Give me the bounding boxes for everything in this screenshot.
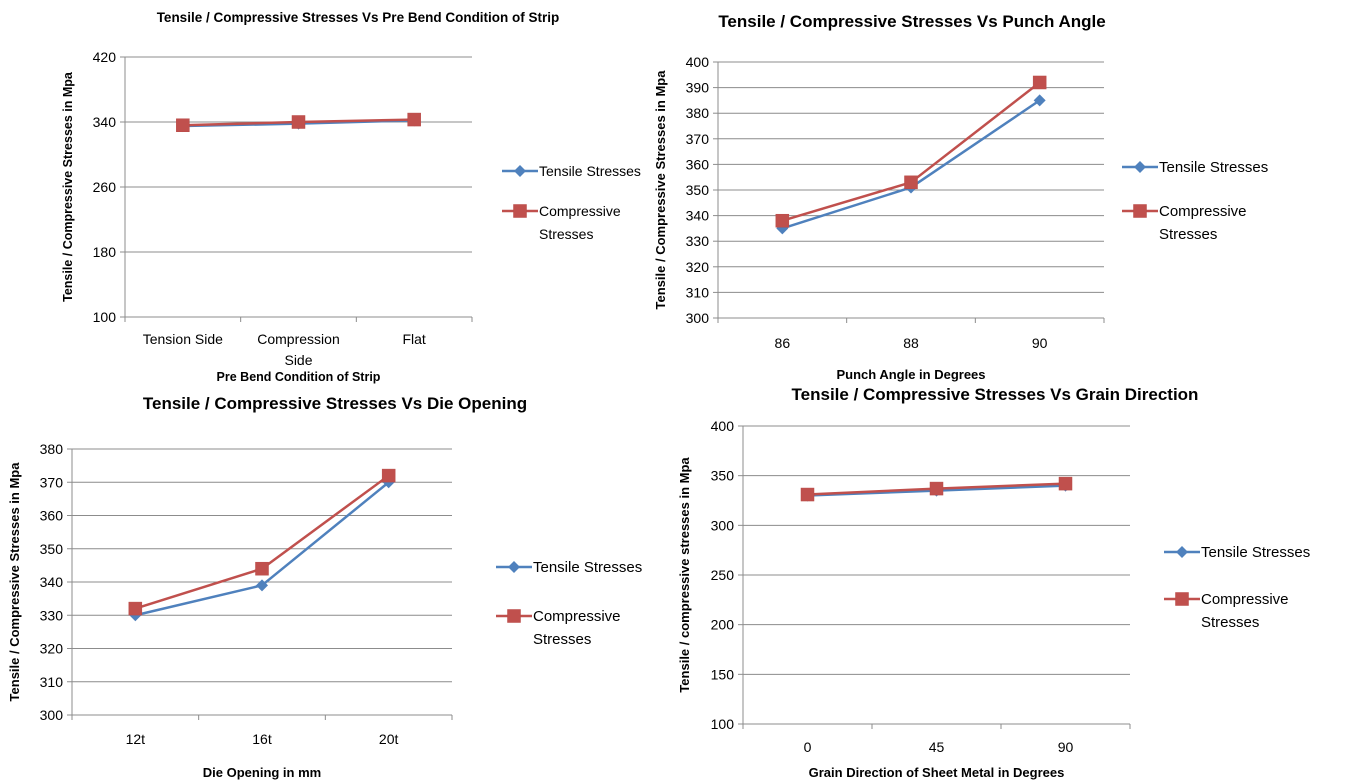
y-tick-label: 400 [711, 418, 735, 434]
chart-title: Tensile / Compressive Stresses Vs Die Op… [143, 394, 527, 413]
legend-label: Compressive Stresses [1159, 203, 1247, 243]
y-axis-title: Tensile / Compressive Stresses in Mpa [7, 462, 22, 702]
legend-label: Compressive Stresses [539, 203, 621, 242]
data-point-diamond [1033, 94, 1046, 107]
y-tick-label: 310 [40, 674, 64, 690]
legend: Tensile Stresses Compressive Stresses [1122, 159, 1268, 243]
data-point-square [291, 115, 306, 129]
x-tick-label: Flat [402, 331, 425, 347]
x-axis-title: Die Opening in mm [203, 765, 321, 780]
y-tick-label: 200 [711, 617, 735, 633]
data-point-square [381, 468, 396, 483]
y-tick-label: 350 [40, 541, 64, 557]
x-axis-title: Pre Bend Condition of Strip [217, 370, 381, 384]
data-point-diamond [256, 579, 268, 592]
series-line-2 [781, 81, 1041, 222]
y-tick-label: 260 [93, 179, 117, 195]
legend: Tensile Stresses Compressive Stresses [502, 163, 641, 242]
legend: Tensile Stresses Compressive Stresses [1164, 544, 1310, 631]
data-point-square [128, 601, 143, 616]
x-tick-label: 90 [1058, 739, 1074, 755]
x-tick-label: 86 [775, 335, 791, 351]
data-point-square [407, 112, 421, 127]
x-tick-label: 16t [252, 731, 272, 747]
legend: Tensile Stresses Compressive Stresses [496, 559, 642, 648]
legend-label: Compressive Stresses [1201, 591, 1289, 631]
y-tick-label: 180 [93, 244, 117, 260]
y-tick-label: 420 [93, 49, 117, 65]
y-tick-label: 300 [711, 517, 735, 533]
x-axis-title: Punch Angle in Degrees [836, 367, 985, 382]
legend-marker-diamond [508, 561, 520, 573]
x-tick-label: 90 [1032, 335, 1048, 351]
y-tick-label: 360 [686, 156, 710, 172]
x-tick-label: 20t [379, 731, 399, 747]
x-tick-label: 12t [126, 731, 146, 747]
chart-title: Tensile / Compressive Stresses Vs Grain … [792, 385, 1199, 404]
legend-label: Compressive Stresses [533, 608, 621, 648]
legend-marker-square [1133, 204, 1147, 218]
x-axis-title: Grain Direction of Sheet Metal in Degree… [809, 765, 1065, 780]
y-tick-label: 370 [686, 131, 710, 147]
y-tick-label: 390 [686, 80, 710, 96]
legend-marker-square [1175, 592, 1189, 606]
y-tick-label: 330 [40, 607, 64, 623]
y-tick-label: 250 [711, 567, 735, 583]
legend-label: Tensile Stresses [1159, 159, 1268, 176]
x-tick-label: Tension Side [143, 331, 223, 347]
y-tick-label: 320 [40, 641, 64, 657]
y-tick-label: 300 [686, 310, 710, 326]
y-tick-label: 150 [711, 666, 735, 682]
data-point-square [176, 118, 190, 132]
y-axis-title: Tensile / Compressive Stresses in Mpa [653, 70, 668, 310]
chart-2: Tensile / Compressive Stresses Vs Punch … [653, 12, 1268, 382]
data-point-square [904, 175, 918, 190]
y-tick-label: 350 [711, 468, 735, 484]
y-tick-label: 340 [686, 208, 710, 224]
legend-marker-diamond [1134, 161, 1146, 173]
chart-title: Tensile / Compressive Stresses Vs Pre Be… [157, 10, 560, 25]
x-tick-label: 45 [929, 739, 945, 755]
data-point-square [775, 213, 790, 228]
y-tick-label: 320 [686, 259, 710, 275]
legend-marker-square [513, 204, 527, 218]
y-axis-title: Tensile / Compressive Stresses in Mpa [61, 71, 75, 302]
chart-3: Tensile / Compressive Stresses Vs Die Op… [7, 394, 642, 780]
y-tick-label: 340 [93, 114, 117, 130]
data-point-square [1058, 476, 1073, 491]
data-point-square [800, 487, 815, 502]
chart-4: Tensile / Compressive Stresses Vs Grain … [677, 385, 1310, 780]
y-tick-label: 400 [686, 54, 710, 70]
y-tick-label: 370 [40, 474, 64, 490]
y-tick-label: 360 [40, 508, 64, 524]
y-tick-label: 380 [686, 105, 710, 121]
y-axis-title: Tensile / compressive stresses in Mpa [677, 457, 692, 693]
y-tick-label: 380 [40, 441, 64, 457]
data-point-square [1032, 75, 1047, 90]
chart-1: Tensile / Compressive Stresses Vs Pre Be… [61, 10, 641, 384]
x-tick-label: Compression Side [257, 331, 339, 368]
y-tick-label: 340 [40, 574, 64, 590]
y-tick-label: 300 [40, 707, 64, 723]
data-point-square [929, 481, 944, 496]
legend-marker-diamond [1176, 546, 1188, 558]
legend-label: Tensile Stresses [533, 559, 642, 576]
chart-title: Tensile / Compressive Stresses Vs Punch … [718, 12, 1105, 31]
x-tick-label: 88 [903, 335, 919, 351]
data-point-square [255, 561, 269, 576]
y-tick-label: 100 [711, 716, 735, 732]
y-tick-label: 330 [686, 233, 710, 249]
legend-marker-diamond [514, 165, 526, 177]
legend-marker-square [507, 609, 521, 623]
legend-label: Tensile Stresses [1201, 544, 1310, 561]
y-tick-label: 310 [686, 284, 710, 300]
y-tick-label: 100 [93, 309, 117, 325]
x-tick-label: 0 [804, 739, 812, 755]
y-tick-label: 350 [686, 182, 710, 198]
legend-label: Tensile Stresses [539, 163, 641, 179]
